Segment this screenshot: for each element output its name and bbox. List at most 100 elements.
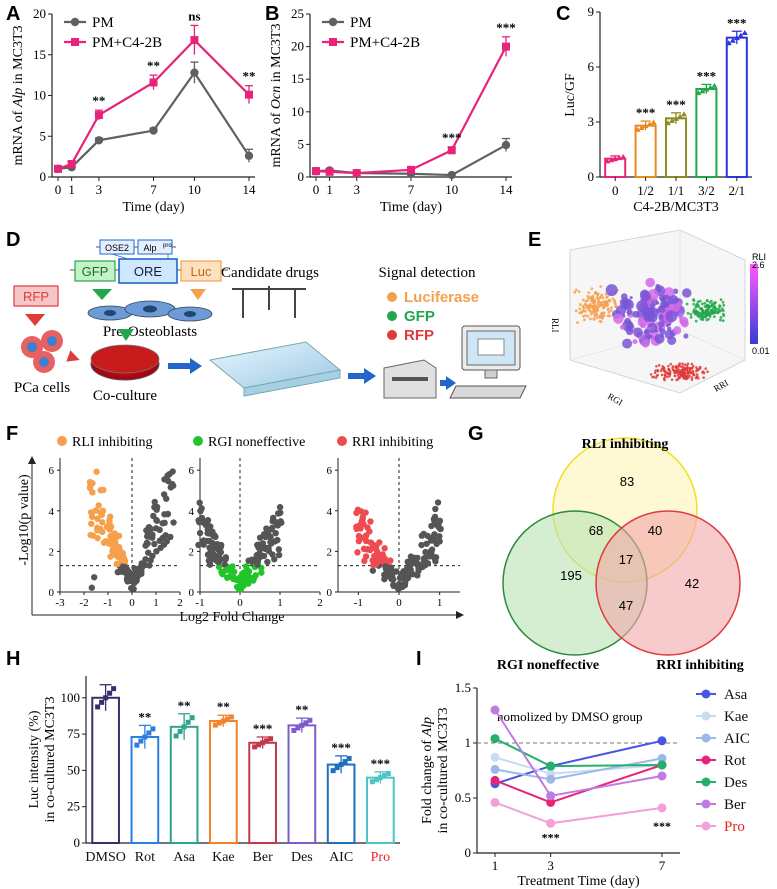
e-point bbox=[593, 309, 597, 313]
e-point bbox=[719, 298, 723, 302]
h-point bbox=[146, 730, 152, 736]
panel-label-e: E bbox=[528, 229, 541, 251]
f-point-rgi bbox=[195, 541, 202, 549]
rfp-label: RFP bbox=[23, 289, 49, 304]
f-point-rli bbox=[93, 468, 100, 475]
f-xtick-label: -3 bbox=[55, 597, 65, 609]
i-significance: *** bbox=[542, 830, 560, 844]
f-point-rgi bbox=[260, 530, 268, 538]
h-point bbox=[150, 726, 156, 732]
f-point-rri bbox=[396, 580, 403, 588]
aa-significance: ** bbox=[92, 93, 105, 108]
f-point-rgi bbox=[272, 529, 279, 537]
aa-significance: ** bbox=[243, 69, 256, 84]
e-point bbox=[695, 373, 699, 376]
e-point bbox=[713, 305, 717, 309]
e-point bbox=[609, 309, 613, 312]
e-point bbox=[696, 368, 699, 372]
e-point bbox=[588, 308, 592, 312]
i-ytick-label: 1 bbox=[465, 735, 472, 750]
f-point-rri bbox=[407, 561, 415, 568]
h-point bbox=[212, 722, 218, 728]
f-ytick-label: 2 bbox=[327, 546, 333, 558]
f-point-rli bbox=[161, 511, 168, 518]
aa-xlabel: Time (day) bbox=[122, 200, 184, 215]
e-point bbox=[598, 314, 601, 318]
h-point bbox=[95, 704, 101, 710]
e-point bbox=[707, 312, 711, 316]
e-point bbox=[683, 333, 689, 339]
aa-significance: ns bbox=[188, 8, 200, 23]
e-point bbox=[716, 310, 720, 314]
gfp-dot bbox=[387, 311, 397, 321]
f-xlabel: Log2 Fold Change bbox=[180, 610, 285, 625]
e-point bbox=[710, 311, 714, 315]
e-point bbox=[713, 308, 717, 312]
venn-rri-only: 42 bbox=[685, 576, 699, 591]
c-point bbox=[733, 35, 740, 41]
coculture-dish-top bbox=[90, 344, 160, 374]
h-point bbox=[268, 736, 274, 742]
venn-rli-rgi: 68 bbox=[589, 523, 603, 538]
f-x-arrowhead bbox=[456, 611, 464, 619]
c-xtick-label: 0 bbox=[612, 183, 619, 198]
e-point bbox=[584, 313, 588, 317]
venn-title-rri: RRI inhibiting bbox=[656, 658, 744, 673]
panel-label-i: I bbox=[416, 648, 422, 670]
e-point bbox=[678, 362, 682, 365]
h-point bbox=[291, 727, 297, 733]
f-point-rli bbox=[169, 468, 176, 475]
c-bar-3 bbox=[695, 88, 718, 178]
e-point bbox=[721, 309, 725, 313]
e-point bbox=[694, 319, 698, 323]
i-point-kae bbox=[490, 752, 500, 762]
e-point bbox=[666, 326, 672, 331]
e-point bbox=[613, 313, 624, 324]
f-point-rgi bbox=[268, 526, 275, 533]
venn-rli-only: 83 bbox=[620, 474, 634, 489]
ab-xtick-label: 0 bbox=[313, 182, 320, 197]
h-point bbox=[330, 768, 336, 774]
e-point bbox=[666, 375, 669, 379]
e-point bbox=[667, 364, 670, 368]
f-point-rli bbox=[111, 532, 119, 539]
e-point bbox=[604, 292, 608, 296]
computer bbox=[449, 325, 527, 399]
c-point bbox=[669, 118, 675, 124]
e-point bbox=[683, 366, 687, 370]
f-xtick-label: 0 bbox=[237, 597, 243, 609]
c-ytick-label: 6 bbox=[588, 59, 595, 74]
f-point-rri bbox=[434, 499, 442, 506]
f-xtick-label: 2 bbox=[317, 597, 323, 609]
f-point-rgi bbox=[206, 530, 214, 537]
e-point bbox=[653, 371, 657, 375]
f-xtick-label: 0 bbox=[129, 597, 135, 609]
e-point bbox=[656, 369, 660, 373]
multichannel-pipette bbox=[232, 286, 306, 318]
panel-label-g: G bbox=[468, 423, 484, 445]
f-point-rgi bbox=[277, 518, 284, 525]
aa-xtick-label: 10 bbox=[188, 182, 201, 197]
c-xlabel: C4-2B/MC3T3 bbox=[633, 200, 719, 215]
c-ytick-label: 9 bbox=[588, 4, 595, 19]
c-point bbox=[681, 111, 687, 117]
e-point bbox=[633, 327, 643, 338]
e-point bbox=[675, 367, 679, 370]
e-point bbox=[619, 297, 632, 310]
f-point-rri bbox=[419, 561, 426, 569]
f-xtick-label: -1 bbox=[103, 597, 112, 609]
e-point bbox=[629, 296, 633, 300]
f-point-rgi bbox=[253, 552, 260, 559]
f-point-rri bbox=[358, 508, 365, 515]
f-ytick-label: 0 bbox=[327, 587, 333, 599]
h-point bbox=[177, 728, 183, 734]
f-point-rgi bbox=[275, 551, 283, 559]
f-legend-1: RLI inhibiting bbox=[72, 435, 153, 450]
f-point-rli bbox=[87, 531, 94, 539]
h-xtick-label: AIC bbox=[329, 850, 353, 865]
f-point-rli bbox=[145, 549, 152, 556]
aa-ytick-label: 15 bbox=[33, 47, 46, 62]
e-point bbox=[611, 297, 615, 301]
f-point-rgi bbox=[254, 541, 261, 549]
